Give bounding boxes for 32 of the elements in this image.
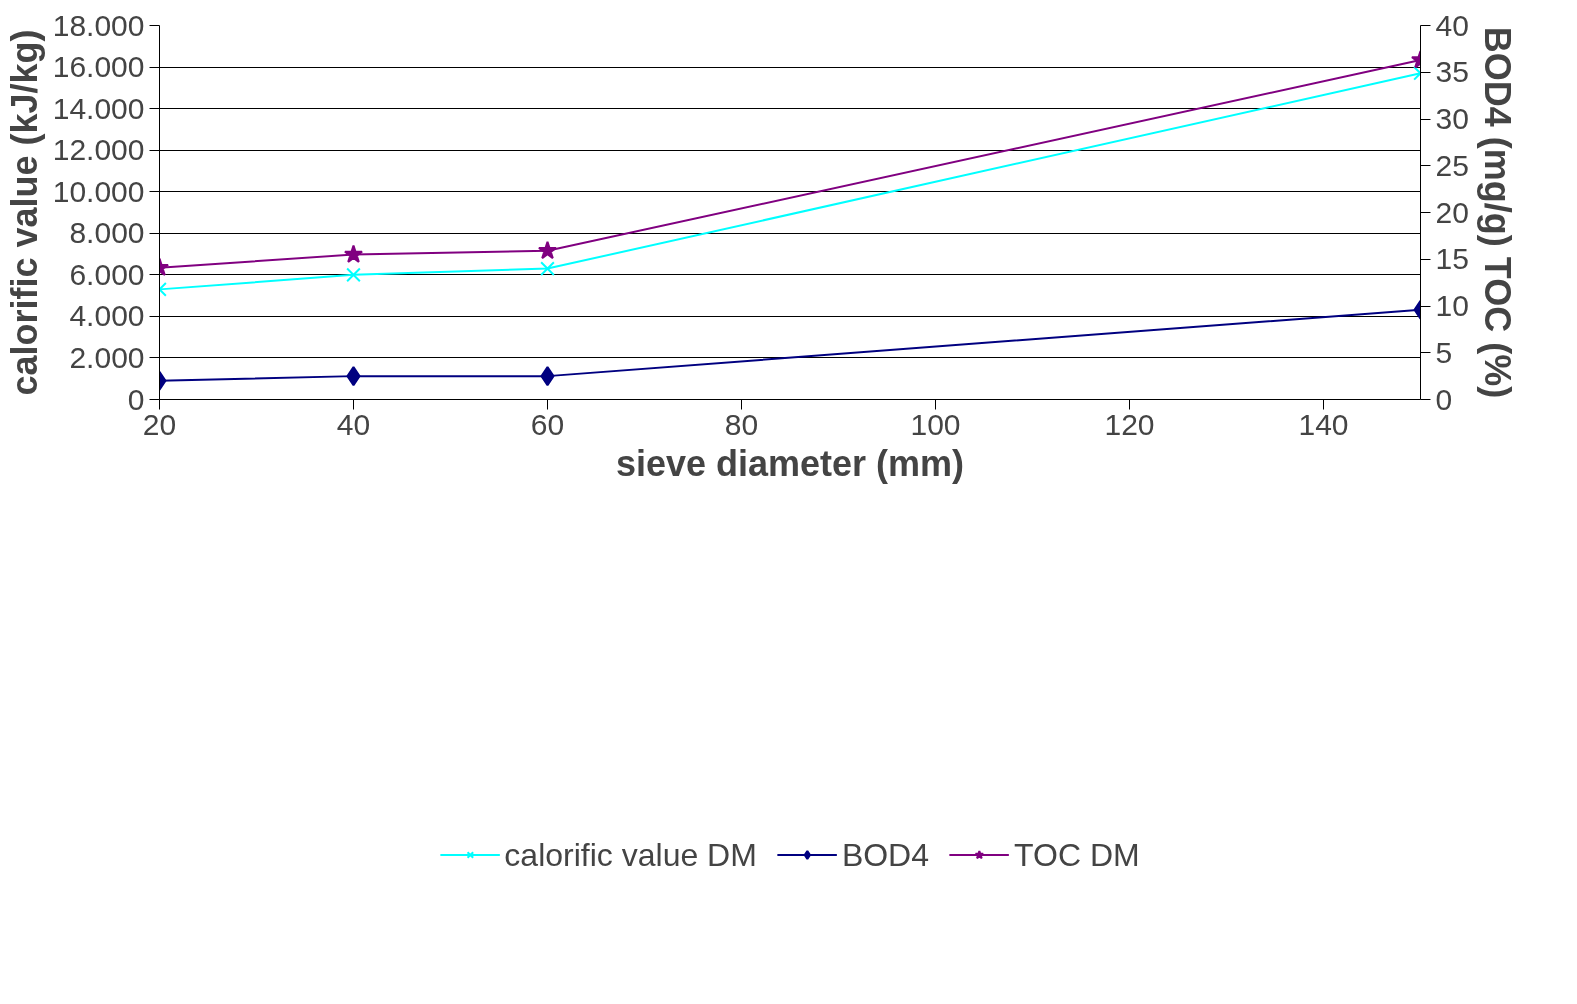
y-tick-label: 6.000	[69, 257, 145, 291]
x-tick-label: 100	[910, 407, 961, 441]
legend-label: calorific value DM	[504, 836, 757, 874]
x-tick-label: 140	[1298, 407, 1349, 441]
y-tick-label: 12.000	[52, 133, 145, 167]
x-tick-label: 60	[530, 407, 565, 441]
legend-label: BOD4	[841, 836, 930, 874]
y-axis-title: calorific value (kJ/kg)	[3, 29, 45, 396]
y2-tick-label: 25	[1435, 148, 1469, 182]
y-tick-label: 16.000	[52, 50, 145, 84]
y2-tick-label: 15	[1435, 242, 1469, 276]
y2-tick-label: 30	[1435, 102, 1469, 135]
x-tick-label: 120	[1104, 407, 1155, 441]
y2-tick-label: 5	[1435, 335, 1453, 369]
y-tick-label: 14.000	[52, 91, 145, 125]
y-tick-label: 0	[127, 382, 145, 416]
x-tick-label: 20	[142, 407, 177, 441]
y2-tick-label: 40	[1435, 8, 1469, 42]
x-tick-label: 40	[336, 407, 371, 441]
y2-axis-title: BOD4 (mg/g) TOC (%)	[1476, 26, 1518, 399]
x-tick-label: 80	[724, 407, 759, 441]
x-axis-title: sieve diameter (mm)	[615, 442, 965, 484]
legend-label: TOC DM	[1014, 836, 1140, 874]
y2-tick-label: 35	[1435, 55, 1469, 89]
y-tick-label: 2.000	[69, 340, 145, 374]
y2-tick-label: 0	[1435, 382, 1453, 416]
y2-tick-label: 20	[1435, 195, 1469, 229]
y-tick-label: 8.000	[69, 216, 145, 250]
y-tick-label: 10.000	[52, 174, 145, 208]
y-tick-label: 4.000	[69, 299, 145, 333]
y-tick-label: 18.000	[52, 8, 145, 42]
y2-tick-label: 10	[1435, 289, 1469, 322]
